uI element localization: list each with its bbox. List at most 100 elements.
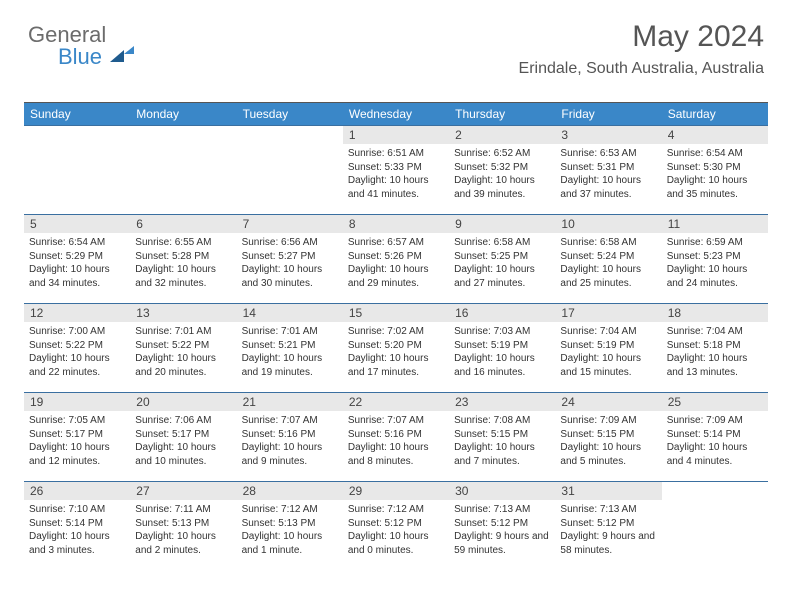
- sunset-line: Sunset: 5:24 PM: [560, 250, 656, 264]
- daylight-line: Daylight: 10 hours and 37 minutes.: [560, 174, 656, 201]
- daylight-line: Daylight: 9 hours and 59 minutes.: [454, 530, 550, 557]
- day-number: 29: [343, 482, 449, 500]
- sunset-line: Sunset: 5:31 PM: [560, 161, 656, 175]
- day-cell: 16Sunrise: 7:03 AMSunset: 5:19 PMDayligh…: [449, 304, 555, 392]
- sunset-line: Sunset: 5:23 PM: [667, 250, 763, 264]
- sunrise-line: Sunrise: 7:07 AM: [348, 414, 444, 428]
- day-cell: 7Sunrise: 6:56 AMSunset: 5:27 PMDaylight…: [237, 215, 343, 303]
- sunset-line: Sunset: 5:13 PM: [242, 517, 338, 531]
- sunrise-line: Sunrise: 7:12 AM: [348, 503, 444, 517]
- daylight-line: Daylight: 10 hours and 4 minutes.: [667, 441, 763, 468]
- day-cell: 20Sunrise: 7:06 AMSunset: 5:17 PMDayligh…: [130, 393, 236, 481]
- day-cell: 29Sunrise: 7:12 AMSunset: 5:12 PMDayligh…: [343, 482, 449, 570]
- daylight-line: Daylight: 10 hours and 29 minutes.: [348, 263, 444, 290]
- day-number: 20: [130, 393, 236, 411]
- day-cell: 6Sunrise: 6:55 AMSunset: 5:28 PMDaylight…: [130, 215, 236, 303]
- day-cell: [130, 126, 236, 214]
- sunset-line: Sunset: 5:14 PM: [667, 428, 763, 442]
- day-body: Sunrise: 7:09 AMSunset: 5:14 PMDaylight:…: [662, 411, 768, 472]
- sunset-line: Sunset: 5:15 PM: [560, 428, 656, 442]
- day-body: Sunrise: 7:13 AMSunset: 5:12 PMDaylight:…: [449, 500, 555, 561]
- sunset-line: Sunset: 5:20 PM: [348, 339, 444, 353]
- day-cell: 28Sunrise: 7:12 AMSunset: 5:13 PMDayligh…: [237, 482, 343, 570]
- daylight-line: Daylight: 10 hours and 25 minutes.: [560, 263, 656, 290]
- daylight-line: Daylight: 10 hours and 22 minutes.: [29, 352, 125, 379]
- day-body: Sunrise: 6:53 AMSunset: 5:31 PMDaylight:…: [555, 144, 661, 205]
- sunrise-line: Sunrise: 7:11 AM: [135, 503, 231, 517]
- day-body: Sunrise: 7:06 AMSunset: 5:17 PMDaylight:…: [130, 411, 236, 472]
- daylight-line: Daylight: 10 hours and 32 minutes.: [135, 263, 231, 290]
- sunset-line: Sunset: 5:28 PM: [135, 250, 231, 264]
- daylight-line: Daylight: 10 hours and 3 minutes.: [29, 530, 125, 557]
- sunset-line: Sunset: 5:12 PM: [348, 517, 444, 531]
- sunset-line: Sunset: 5:18 PM: [667, 339, 763, 353]
- sunrise-line: Sunrise: 7:10 AM: [29, 503, 125, 517]
- day-header: Saturday: [662, 103, 768, 125]
- daylight-line: Daylight: 10 hours and 19 minutes.: [242, 352, 338, 379]
- day-cell: 31Sunrise: 7:13 AMSunset: 5:12 PMDayligh…: [555, 482, 661, 570]
- daylight-line: Daylight: 10 hours and 2 minutes.: [135, 530, 231, 557]
- day-body: Sunrise: 6:56 AMSunset: 5:27 PMDaylight:…: [237, 233, 343, 294]
- day-body: Sunrise: 7:09 AMSunset: 5:15 PMDaylight:…: [555, 411, 661, 472]
- daylight-line: Daylight: 10 hours and 12 minutes.: [29, 441, 125, 468]
- day-body: Sunrise: 7:11 AMSunset: 5:13 PMDaylight:…: [130, 500, 236, 561]
- day-cell: 12Sunrise: 7:00 AMSunset: 5:22 PMDayligh…: [24, 304, 130, 392]
- daylight-line: Daylight: 10 hours and 41 minutes.: [348, 174, 444, 201]
- week-row: 26Sunrise: 7:10 AMSunset: 5:14 PMDayligh…: [24, 481, 768, 570]
- logo-line2: Blue: [58, 44, 134, 70]
- daylight-line: Daylight: 10 hours and 35 minutes.: [667, 174, 763, 201]
- sunset-line: Sunset: 5:33 PM: [348, 161, 444, 175]
- day-body: Sunrise: 6:57 AMSunset: 5:26 PMDaylight:…: [343, 233, 449, 294]
- day-cell: 13Sunrise: 7:01 AMSunset: 5:22 PMDayligh…: [130, 304, 236, 392]
- day-header: Monday: [130, 103, 236, 125]
- daylight-line: Daylight: 10 hours and 13 minutes.: [667, 352, 763, 379]
- sunrise-line: Sunrise: 7:09 AM: [560, 414, 656, 428]
- logo-triangle2-icon: [124, 46, 134, 54]
- daylight-line: Daylight: 9 hours and 58 minutes.: [560, 530, 656, 557]
- daylight-line: Daylight: 10 hours and 30 minutes.: [242, 263, 338, 290]
- day-header: Friday: [555, 103, 661, 125]
- daylight-line: Daylight: 10 hours and 24 minutes.: [667, 263, 763, 290]
- logo: General Blue: [28, 22, 134, 70]
- day-cell: 17Sunrise: 7:04 AMSunset: 5:19 PMDayligh…: [555, 304, 661, 392]
- day-number: 30: [449, 482, 555, 500]
- sunrise-line: Sunrise: 6:53 AM: [560, 147, 656, 161]
- sunset-line: Sunset: 5:19 PM: [560, 339, 656, 353]
- day-cell: 10Sunrise: 6:58 AMSunset: 5:24 PMDayligh…: [555, 215, 661, 303]
- day-body: Sunrise: 6:51 AMSunset: 5:33 PMDaylight:…: [343, 144, 449, 205]
- day-cell: 9Sunrise: 6:58 AMSunset: 5:25 PMDaylight…: [449, 215, 555, 303]
- daylight-line: Daylight: 10 hours and 17 minutes.: [348, 352, 444, 379]
- header-right: May 2024 Erindale, South Australia, Aust…: [519, 20, 764, 78]
- sunrise-line: Sunrise: 7:03 AM: [454, 325, 550, 339]
- sunrise-line: Sunrise: 6:57 AM: [348, 236, 444, 250]
- sunrise-line: Sunrise: 7:13 AM: [560, 503, 656, 517]
- day-cell: 19Sunrise: 7:05 AMSunset: 5:17 PMDayligh…: [24, 393, 130, 481]
- day-body: Sunrise: 7:08 AMSunset: 5:15 PMDaylight:…: [449, 411, 555, 472]
- day-number: 11: [662, 215, 768, 233]
- day-number: 5: [24, 215, 130, 233]
- sunrise-line: Sunrise: 7:12 AM: [242, 503, 338, 517]
- day-body: Sunrise: 7:07 AMSunset: 5:16 PMDaylight:…: [237, 411, 343, 472]
- day-body: Sunrise: 7:10 AMSunset: 5:14 PMDaylight:…: [24, 500, 130, 561]
- location: Erindale, South Australia, Australia: [519, 60, 764, 78]
- day-number: 2: [449, 126, 555, 144]
- day-cell: 15Sunrise: 7:02 AMSunset: 5:20 PMDayligh…: [343, 304, 449, 392]
- daylight-line: Daylight: 10 hours and 7 minutes.: [454, 441, 550, 468]
- day-body: Sunrise: 7:12 AMSunset: 5:13 PMDaylight:…: [237, 500, 343, 561]
- sunset-line: Sunset: 5:16 PM: [348, 428, 444, 442]
- sunset-line: Sunset: 5:25 PM: [454, 250, 550, 264]
- day-body: Sunrise: 7:00 AMSunset: 5:22 PMDaylight:…: [24, 322, 130, 383]
- sunset-line: Sunset: 5:15 PM: [454, 428, 550, 442]
- day-cell: [237, 126, 343, 214]
- sunrise-line: Sunrise: 6:56 AM: [242, 236, 338, 250]
- logo-triangle-icon: [110, 50, 124, 62]
- sunset-line: Sunset: 5:21 PM: [242, 339, 338, 353]
- day-number: 21: [237, 393, 343, 411]
- logo-line2-text: Blue: [58, 44, 102, 69]
- calendar: SundayMondayTuesdayWednesdayThursdayFrid…: [24, 102, 768, 570]
- day-number: 1: [343, 126, 449, 144]
- day-number: 28: [237, 482, 343, 500]
- day-header: Thursday: [449, 103, 555, 125]
- day-body: Sunrise: 6:58 AMSunset: 5:24 PMDaylight:…: [555, 233, 661, 294]
- day-number: 3: [555, 126, 661, 144]
